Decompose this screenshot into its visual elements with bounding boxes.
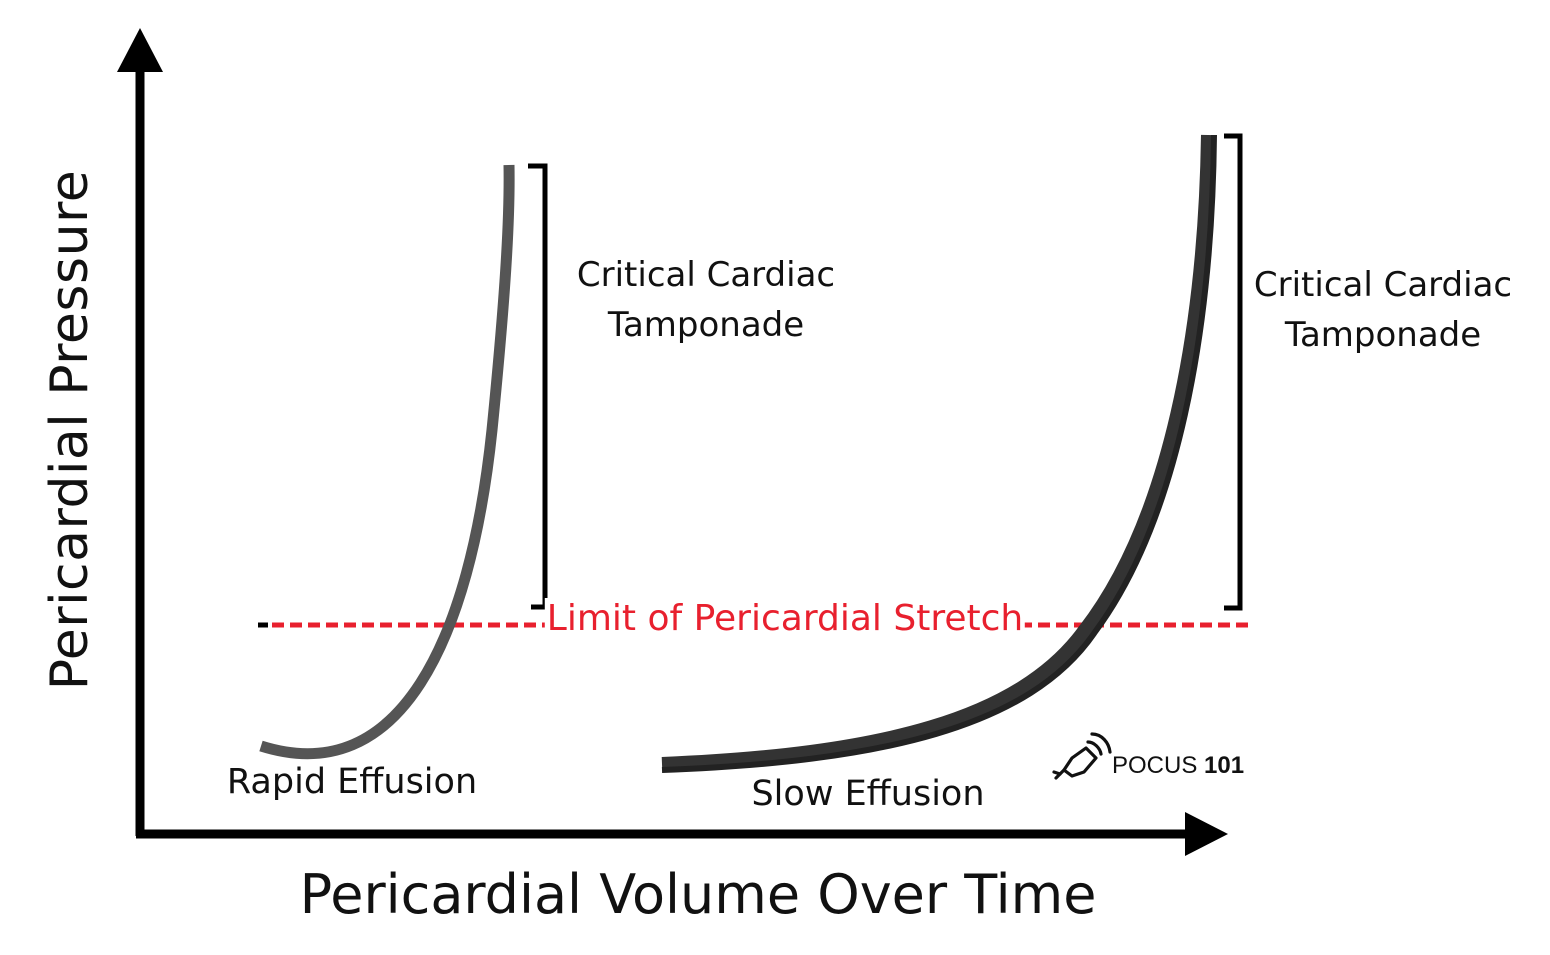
- x-axis-arrowhead: [1185, 812, 1228, 856]
- ultrasound-probe-icon: [1052, 732, 1112, 780]
- logo-number: 101: [1204, 752, 1245, 779]
- stretch-limit-label: Limit of Pericardial Stretch: [544, 598, 1026, 639]
- logo-text: POCUS 101: [1112, 752, 1244, 780]
- rapid-effusion-curve: [259, 164, 515, 760]
- left-tamponade-line2: Tamponade: [607, 305, 805, 345]
- slow-effusion-curve-edge: [661, 134, 1217, 773]
- left-tamponade-bracket: [528, 163, 548, 610]
- right-tamponade-line1: Critical Cardiac: [1253, 265, 1513, 305]
- rapid-effusion-label: Rapid Effusion: [226, 762, 478, 802]
- right-tamponade-line2: Tamponade: [1284, 315, 1482, 355]
- logo-name: POCUS: [1112, 752, 1198, 779]
- y-axis-title: Pericardial Pressure: [40, 169, 100, 691]
- right-tamponade-label: Critical Cardiac Tamponade: [1254, 260, 1512, 360]
- y-axis-arrowhead: [117, 28, 163, 72]
- left-tamponade-label: Critical Cardiac Tamponade: [577, 250, 835, 350]
- right-tamponade-bracket: [1224, 133, 1243, 611]
- slow-effusion-label: Slow Effusion: [751, 774, 985, 814]
- left-tamponade-line1: Critical Cardiac: [576, 255, 836, 295]
- slow-effusion-curve: [661, 134, 1215, 771]
- x-axis-title: Pericardial Volume Over Time: [299, 863, 1097, 926]
- pocus-logo: POCUS 101: [1050, 728, 1265, 784]
